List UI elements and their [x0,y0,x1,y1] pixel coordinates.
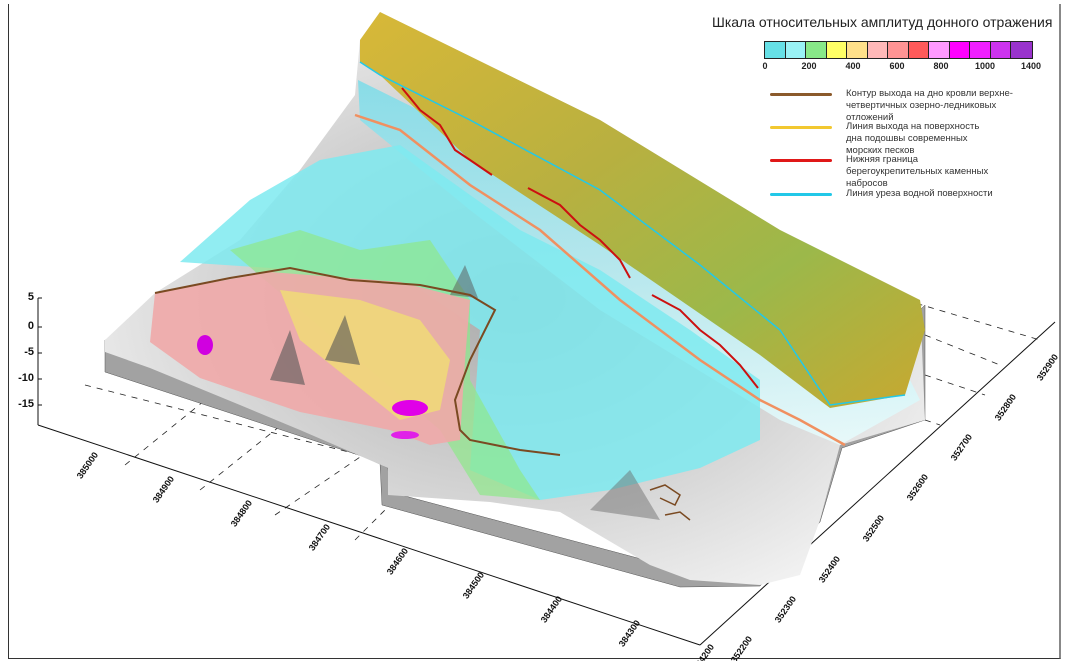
scale-swatch [888,42,909,58]
z-tick-label: -5 [24,346,34,358]
legend-line-swatch [770,159,832,162]
scale-swatch [785,42,806,58]
z-tick-label: -15 [18,398,34,410]
scale-swatch [806,42,827,58]
legend-line-swatch [770,193,832,196]
scale-tick-label: 800 [933,61,949,71]
water-edge-line [359,61,906,406]
legend-item-label: Нижняя граница берегоукрепительных камен… [846,154,989,189]
scale-swatch [908,42,929,58]
coastal-ridge [360,12,925,408]
scale-swatch [867,42,888,58]
magenta-anomaly [392,400,428,416]
dark-ridge-peak [590,470,660,520]
glacial-deposit-contour [649,484,681,506]
legend-item-label: Линия уреза водной поверхности [846,188,993,199]
legend-title: Шкала относительных амплитуд донного отр… [712,14,1053,30]
glacial-deposit-contour [154,266,561,456]
scale-swatch [990,42,1011,58]
stone-revetment-line [527,187,631,279]
legend-item-water-edge: Линия уреза водной поверхности [770,188,1078,200]
dark-ridge-peak [450,265,478,298]
axes [37,297,1056,646]
magenta-anomaly [197,335,213,355]
glacial-deposit-contour [664,511,691,521]
legend-item-glacial-contour: Контур выхода на дно кровли верхне-четве… [770,88,1036,124]
z-tick-label: 5 [27,291,34,303]
stone-revetment-line [651,294,759,389]
scale-swatch [826,42,847,58]
scale-tick-label: 400 [845,61,861,71]
legend-item-sand-base: Линия выхода на поверхность дна подошвы … [770,121,996,157]
legend-item-label: Контур выхода на дно кровли верхне-четве… [846,88,1013,123]
stone-revetment-line [401,87,493,176]
yellow-amplitude-patches [280,290,450,420]
scale-tick-label: 200 [801,61,817,71]
scale-tick-label: 600 [889,61,905,71]
dark-ridge-peak [325,315,360,365]
z-tick-label: -10 [18,372,34,384]
z-tick-label: 0 [27,320,34,332]
legend-line-swatch [770,93,832,96]
scale-swatch [765,42,786,58]
legend-item-label: Линия выхода на поверхность дна подошвы … [846,121,980,156]
amplitude-color-scale [764,41,1033,59]
legend-item-revetment: Нижняя граница берегоукрепительных камен… [770,154,996,190]
scale-tick-label: 0 [762,61,768,71]
scale-tick-label: 1000 [974,61,996,71]
dark-ridge-peak [270,330,305,385]
scale-swatch [949,42,970,58]
scale-swatch [1011,42,1032,58]
legend-line-swatch [770,126,832,129]
scale-swatch [970,42,991,58]
figure-frame [8,4,1061,659]
scale-swatch [929,42,950,58]
scale-swatch [847,42,868,58]
marine-sand-base-line [354,113,846,447]
scale-tick-label: 1400 [1020,61,1042,71]
magenta-anomaly [391,431,419,439]
